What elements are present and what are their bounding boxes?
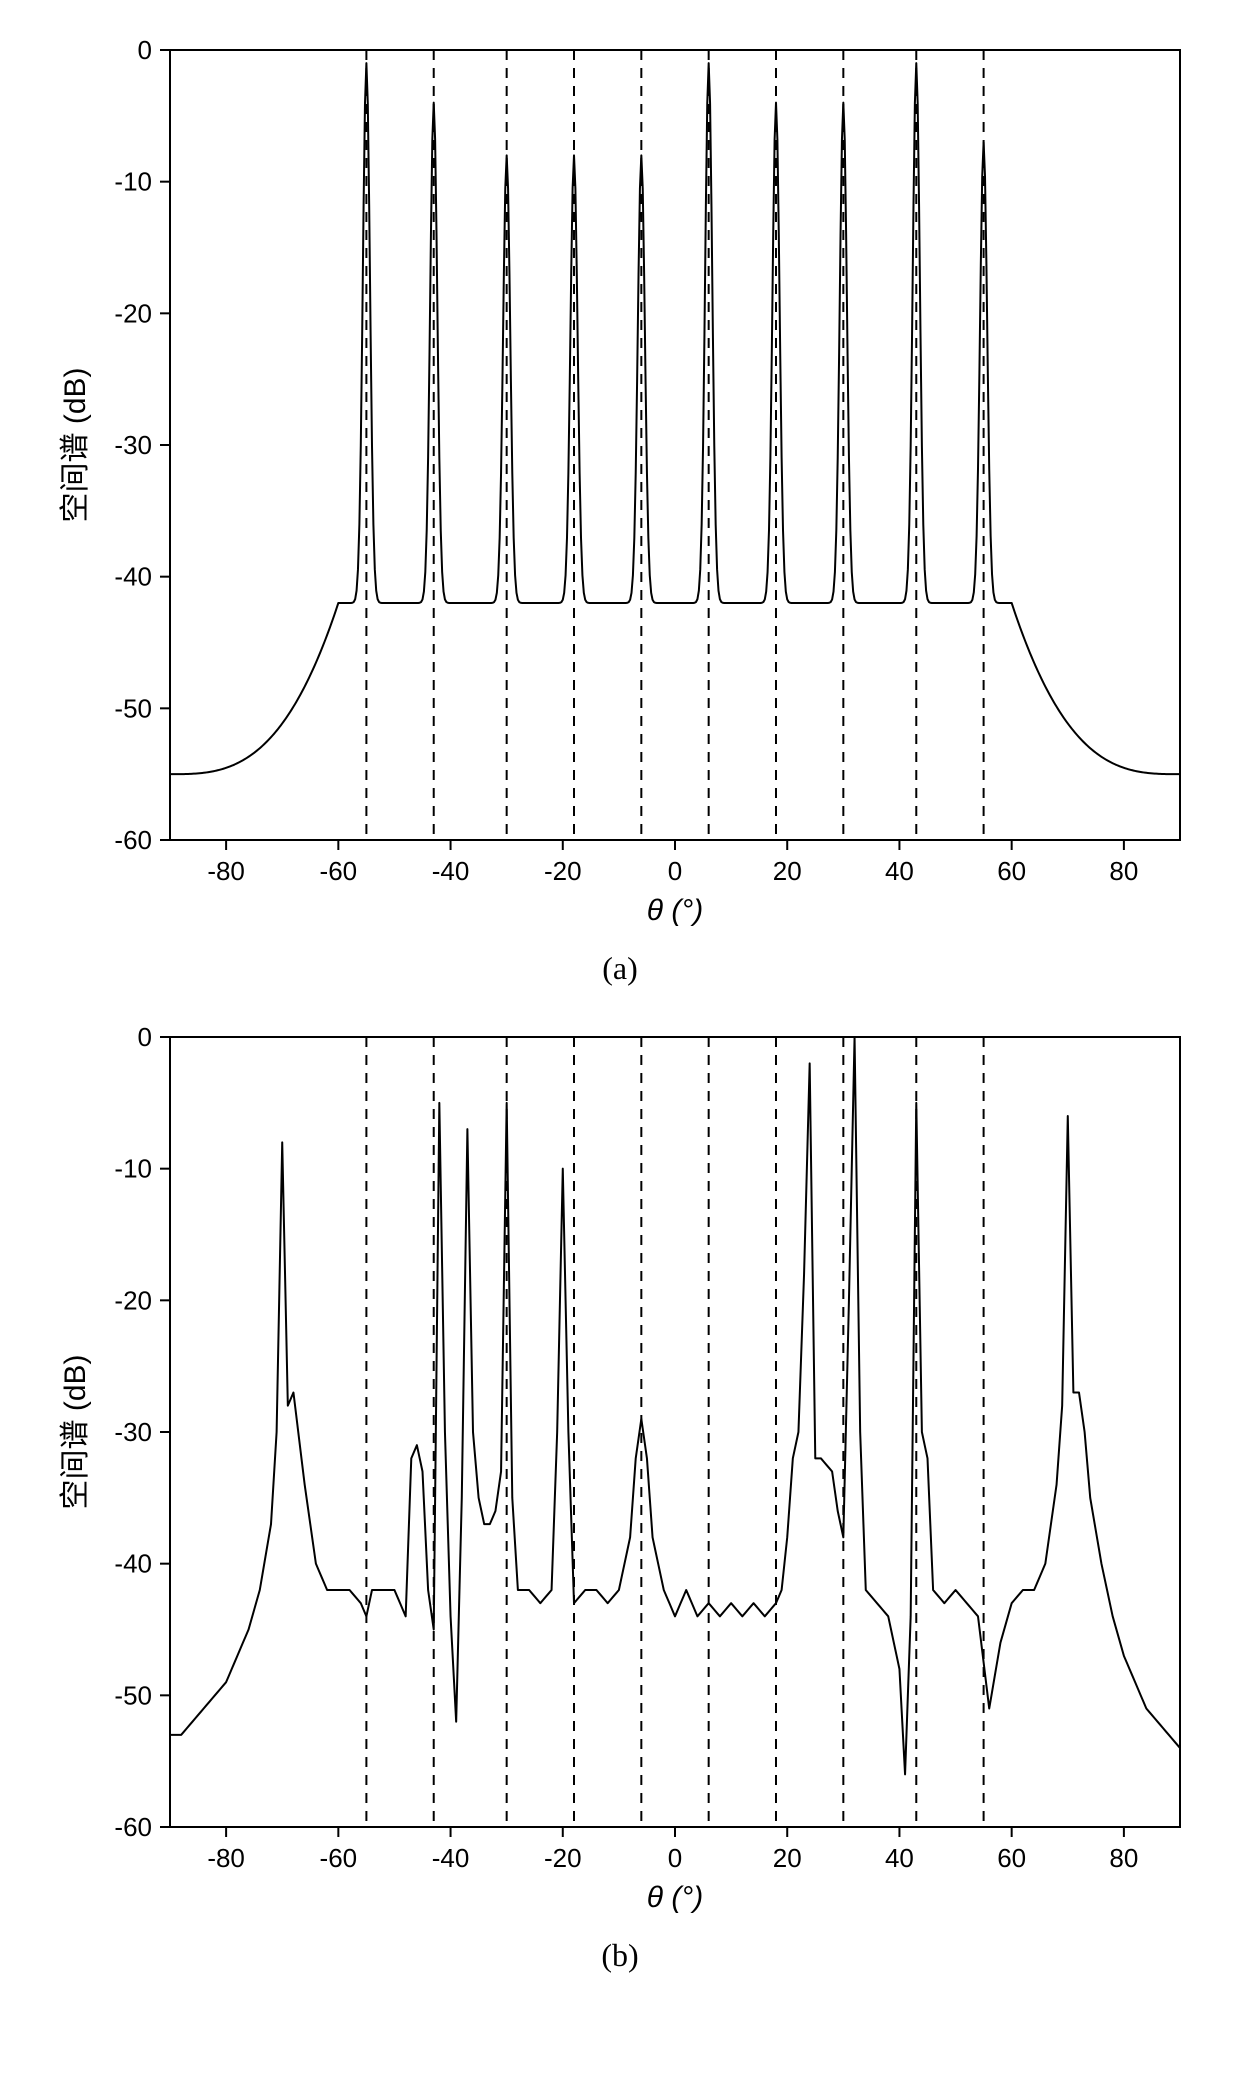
svg-text:-20: -20: [114, 298, 152, 328]
svg-text:-80: -80: [207, 856, 245, 886]
chart-a-wrapper: -80 -60 -40 -20 0 20 40 60 80 -60 -50 -40 -30 -20 -10 0…: [20, 20, 1220, 987]
svg-text:-30: -30: [114, 1417, 152, 1447]
svg-text:-60: -60: [320, 856, 358, 886]
svg-text:60: 60: [997, 856, 1026, 886]
svg-text:0: 0: [668, 1843, 682, 1873]
svg-text:-40: -40: [432, 1843, 470, 1873]
svg-text:-10: -10: [114, 167, 152, 197]
svg-text:θ (°): θ (°): [647, 894, 704, 927]
svg-text:-20: -20: [544, 856, 582, 886]
svg-text:-80: -80: [207, 1843, 245, 1873]
svg-text:空间谱 (dB): 空间谱 (dB): [59, 1354, 92, 1509]
svg-text:60: 60: [997, 1843, 1026, 1873]
svg-text:0: 0: [138, 35, 152, 65]
chart-b-svg: -80 -60 -40 -20 0 20 40 60 80 -60 -50 -40 -30 -20 -10 0…: [20, 1007, 1220, 1927]
svg-text:80: 80: [1109, 856, 1138, 886]
svg-text:-20: -20: [114, 1285, 152, 1315]
svg-text:0: 0: [668, 856, 682, 886]
svg-text:-20: -20: [544, 1843, 582, 1873]
chart-a-svg: -80 -60 -40 -20 0 20 40 60 80 -60 -50 -40 -30 -20 -10 0…: [20, 20, 1220, 940]
svg-text:-50: -50: [114, 1680, 152, 1710]
chart-b-wrapper: -80 -60 -40 -20 0 20 40 60 80 -60 -50 -40 -30 -20 -10 0…: [20, 1007, 1220, 1974]
svg-text:40: 40: [885, 856, 914, 886]
svg-text:-10: -10: [114, 1154, 152, 1184]
svg-text:80: 80: [1109, 1843, 1138, 1873]
svg-text:-40: -40: [432, 856, 470, 886]
svg-text:0: 0: [138, 1022, 152, 1052]
svg-text:-50: -50: [114, 693, 152, 723]
svg-text:-60: -60: [114, 825, 152, 855]
svg-text:空间谱 (dB): 空间谱 (dB): [59, 367, 92, 522]
chart-b-label: (b): [20, 1937, 1220, 1974]
svg-text:-40: -40: [114, 1549, 152, 1579]
svg-text:-30: -30: [114, 430, 152, 460]
svg-text:20: 20: [773, 856, 802, 886]
svg-text:-60: -60: [114, 1812, 152, 1842]
svg-text:40: 40: [885, 1843, 914, 1873]
figure-container: -80 -60 -40 -20 0 20 40 60 80 -60 -50 -40 -30 -20 -10 0…: [20, 20, 1220, 1974]
svg-text:-40: -40: [114, 562, 152, 592]
chart-a-label: (a): [20, 950, 1220, 987]
svg-text:20: 20: [773, 1843, 802, 1873]
svg-text:θ (°): θ (°): [647, 1881, 704, 1914]
svg-text:-60: -60: [320, 1843, 358, 1873]
